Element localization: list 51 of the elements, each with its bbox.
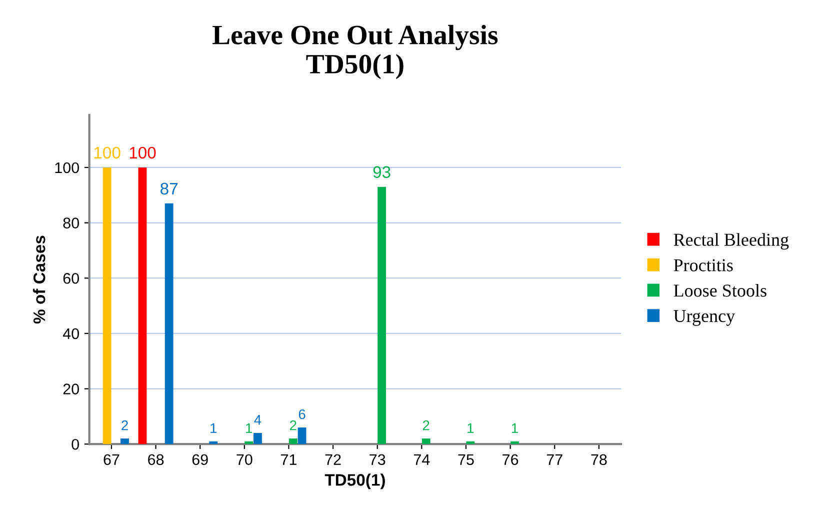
y-tick-label: 0 bbox=[72, 438, 79, 450]
y-tick-label: 20 bbox=[63, 384, 79, 394]
x-tick-label: 76 bbox=[502, 454, 518, 466]
bar bbox=[422, 438, 430, 444]
data-label: 1 bbox=[512, 423, 518, 433]
data-label: 2 bbox=[290, 420, 296, 430]
x-tick-label: 67 bbox=[104, 454, 120, 466]
legend-label: Proctitis bbox=[674, 259, 733, 272]
legend-label: Loose Stools bbox=[674, 284, 766, 297]
chart-title: Leave One Out Analysis TD50(1) bbox=[212, 24, 498, 80]
bar bbox=[466, 441, 475, 444]
bar bbox=[209, 441, 218, 444]
bar bbox=[298, 427, 306, 444]
x-tick-label: 70 bbox=[236, 454, 252, 466]
bar bbox=[244, 441, 254, 444]
x-tick-label: 78 bbox=[591, 454, 607, 466]
bar bbox=[253, 433, 262, 444]
data-label: 100 bbox=[94, 146, 120, 159]
data-label: 4 bbox=[254, 415, 262, 425]
y-tick-label: 60 bbox=[63, 272, 79, 284]
x-tick-label: 72 bbox=[325, 454, 341, 465]
y-tick-label: 100 bbox=[55, 162, 79, 174]
bar bbox=[510, 441, 519, 444]
y-axis-title: % of Cases bbox=[33, 236, 46, 324]
data-label: 87 bbox=[160, 182, 178, 195]
data-label: 6 bbox=[298, 409, 306, 420]
data-label: 2 bbox=[122, 420, 128, 430]
data-label: 1 bbox=[210, 423, 217, 433]
bar bbox=[164, 203, 174, 444]
data-label: 1 bbox=[246, 423, 252, 433]
data-label: 100 bbox=[130, 146, 156, 159]
bar bbox=[120, 438, 129, 444]
bar bbox=[138, 167, 147, 444]
x-tick-label: 68 bbox=[148, 454, 164, 466]
x-axis-title: TD50(1) bbox=[324, 474, 385, 490]
bar bbox=[102, 167, 112, 444]
x-tick-label: 75 bbox=[458, 454, 474, 466]
x-tick-label: 73 bbox=[370, 454, 386, 466]
legend-label: Urgency bbox=[674, 310, 736, 326]
data-label: 93 bbox=[373, 166, 390, 178]
y-tick-label: 40 bbox=[62, 328, 79, 340]
x-tick-label: 71 bbox=[281, 454, 296, 465]
x-tick-label: 69 bbox=[192, 454, 208, 466]
bar bbox=[288, 438, 298, 444]
bar bbox=[378, 186, 386, 444]
x-tick-label: 77 bbox=[546, 454, 562, 465]
x-tick-label: 74 bbox=[414, 454, 430, 465]
y-tick-label: 80 bbox=[63, 218, 79, 228]
data-label: 2 bbox=[422, 420, 430, 430]
data-label: 1 bbox=[468, 423, 474, 433]
legend-label: Rectal Bleeding bbox=[674, 233, 789, 250]
